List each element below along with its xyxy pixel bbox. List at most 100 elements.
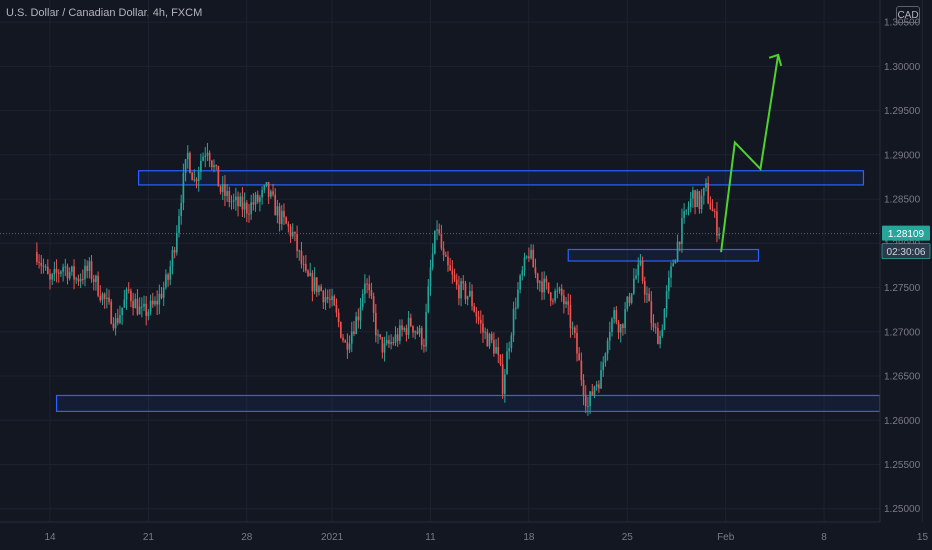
candle-body [274, 194, 277, 216]
price-zone [55, 394, 881, 413]
candle-body [521, 270, 524, 276]
candle-body [453, 274, 456, 280]
support-resistance-zones [55, 170, 881, 413]
price-tick-label: 1.27000 [884, 327, 921, 338]
candle-body [75, 278, 78, 280]
candle-body [250, 202, 253, 215]
candle-body [228, 190, 231, 203]
candle-body [99, 295, 102, 301]
candle-body [134, 298, 137, 309]
candle-body [534, 267, 537, 274]
candle-body [615, 310, 618, 323]
candle-body [565, 301, 567, 305]
candle-body [322, 290, 325, 303]
candle-body [670, 266, 672, 278]
candle-body [243, 202, 246, 210]
candle-body [626, 296, 629, 310]
candle-body [154, 300, 156, 305]
candle-body [162, 287, 165, 298]
candle-body [289, 226, 292, 237]
candle-body [278, 206, 281, 225]
candle-body [182, 173, 185, 203]
candle-body [593, 386, 596, 395]
candle-body [265, 182, 268, 186]
candle-body [665, 291, 668, 310]
candle-body [206, 152, 209, 156]
candle-body [145, 303, 148, 317]
candle-body [689, 198, 692, 207]
candle-body [525, 256, 528, 258]
candle-body [173, 250, 176, 253]
candle-body [458, 285, 460, 299]
candle-body [261, 189, 263, 198]
candle-body [661, 329, 664, 336]
time-tick-label: 11 [425, 532, 436, 543]
candle-body [217, 165, 220, 187]
candle-body [390, 342, 392, 344]
candle-body [313, 277, 316, 292]
projection-arrow-head [768, 53, 783, 67]
candle-body [136, 298, 139, 315]
candle-body [490, 333, 493, 341]
candle-body [213, 165, 215, 168]
candle-body [88, 261, 91, 272]
candle-body [657, 328, 659, 345]
price-axis[interactable]: 1.305001.300001.295001.290001.285001.280… [884, 18, 921, 516]
candle-body [121, 307, 123, 316]
candle-body [57, 272, 60, 274]
candle-body [659, 335, 661, 345]
currency-unit-badge[interactable]: CAD [896, 6, 920, 23]
candle-body [66, 266, 69, 279]
candle-body [479, 319, 482, 324]
candle-body [471, 290, 473, 307]
candle-body [364, 283, 366, 295]
candle-body [42, 265, 45, 267]
candle-body [606, 340, 609, 354]
candle-body [637, 264, 640, 276]
candle-body [460, 281, 462, 299]
candle-body [396, 334, 399, 341]
candle-body [628, 296, 631, 303]
candle-body [36, 252, 38, 262]
candle-body [538, 281, 541, 283]
candle-body [438, 229, 441, 234]
candle-body [455, 279, 458, 286]
candle-body [320, 286, 322, 291]
candle-body [165, 274, 167, 288]
candle-body [696, 191, 699, 208]
price-zone [567, 248, 760, 262]
candle-body [576, 332, 578, 354]
chart-title: U.S. Dollar / Canadian Dollar, 4h, FXCM [6, 7, 203, 19]
candle-body [429, 267, 432, 287]
candle-body [237, 196, 239, 207]
time-axis[interactable]: 14 21 28 2021 11 18 25 Feb 8 15 [44, 532, 928, 543]
candle-body [40, 262, 43, 266]
candle-body [582, 379, 585, 396]
candle-body [62, 266, 64, 272]
candle-body [197, 171, 200, 182]
candle-body [672, 263, 675, 267]
candle-body [119, 315, 121, 323]
candle-body [156, 300, 158, 305]
candle-body [427, 286, 430, 313]
price-zone [137, 170, 865, 186]
candle-body [501, 364, 504, 394]
candle-body [230, 201, 233, 203]
candle-body [414, 331, 417, 333]
candle-body [106, 297, 108, 300]
candle-body [71, 266, 73, 272]
candle-body [554, 291, 556, 301]
candle-body [580, 360, 583, 380]
candle-body [405, 328, 408, 335]
candle-body [613, 310, 615, 319]
candle-body [687, 206, 690, 211]
candle-body [241, 196, 244, 210]
price-tick-label: 1.30000 [884, 62, 921, 73]
candle-body [335, 305, 338, 313]
time-tick-label: 18 [523, 532, 535, 543]
candle-body [514, 307, 517, 309]
candle-body [584, 395, 587, 407]
candle-body [641, 261, 644, 281]
candle-body [64, 266, 67, 268]
